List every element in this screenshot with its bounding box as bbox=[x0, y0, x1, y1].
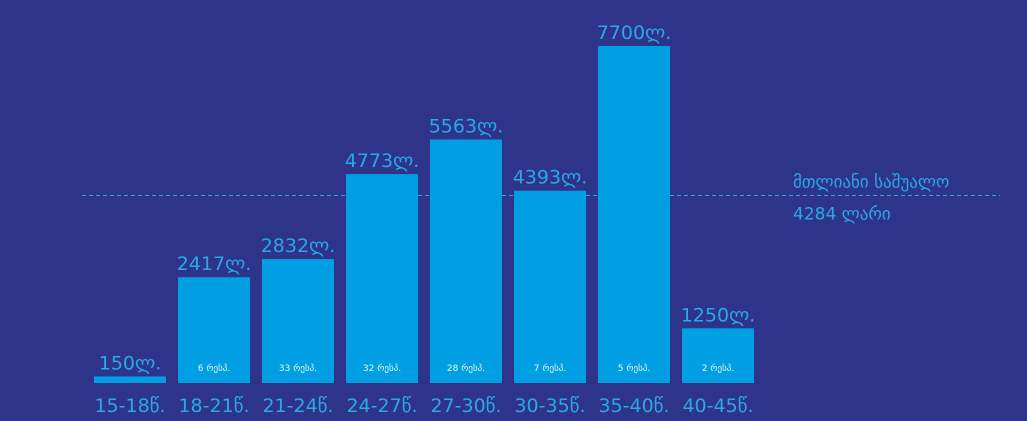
category-label-3: 24-27წ. bbox=[346, 395, 417, 417]
category-label-6: 35-40წ. bbox=[598, 395, 669, 417]
bar-5 bbox=[514, 190, 586, 383]
category-label-5: 30-35წ. bbox=[514, 395, 585, 417]
bar-0 bbox=[94, 376, 166, 383]
respondent-count-2: 33 რესპ. bbox=[279, 363, 317, 374]
bar-2 bbox=[262, 259, 334, 383]
category-label-7: 40-45წ. bbox=[682, 395, 753, 417]
average-label-value: 4284 ლარი bbox=[793, 205, 891, 225]
value-label-7: 1250ლ. bbox=[681, 304, 756, 326]
category-label-2: 21-24წ. bbox=[262, 395, 333, 417]
bar-7 bbox=[682, 328, 754, 383]
value-label-3: 4773ლ. bbox=[345, 150, 420, 172]
value-label-2: 2832ლ. bbox=[261, 235, 336, 257]
value-label-4: 5563ლ. bbox=[429, 116, 504, 138]
category-label-4: 27-30წ. bbox=[430, 395, 501, 417]
respondent-count-1: 6 რესპ. bbox=[198, 363, 230, 374]
category-label-0: 15-18წ. bbox=[94, 395, 165, 417]
value-label-1: 2417ლ. bbox=[177, 253, 252, 275]
bar-3 bbox=[346, 174, 418, 383]
value-label-6: 7700ლ. bbox=[597, 22, 672, 44]
respondent-count-5: 7 რესპ. bbox=[534, 363, 566, 374]
category-label-1: 18-21წ. bbox=[178, 395, 249, 417]
bar-6 bbox=[598, 46, 670, 383]
respondent-count-7: 2 რესპ. bbox=[702, 363, 734, 374]
value-label-0: 150ლ. bbox=[99, 352, 162, 374]
value-label-5: 4393ლ. bbox=[513, 167, 588, 189]
average-label-title: მთლიანი საშუალო bbox=[793, 173, 949, 193]
bar-4 bbox=[430, 139, 502, 383]
respondent-count-4: 28 რესპ. bbox=[447, 363, 485, 374]
respondent-count-6: 5 რესპ. bbox=[618, 363, 650, 374]
respondent-count-3: 32 რესპ. bbox=[363, 363, 401, 374]
bar-1 bbox=[178, 277, 250, 383]
bars-group: 150ლ. 15-18წ. 2417ლ. 6 რესპ. 18-21წ. 2832ლ. 33… bbox=[94, 22, 755, 417]
